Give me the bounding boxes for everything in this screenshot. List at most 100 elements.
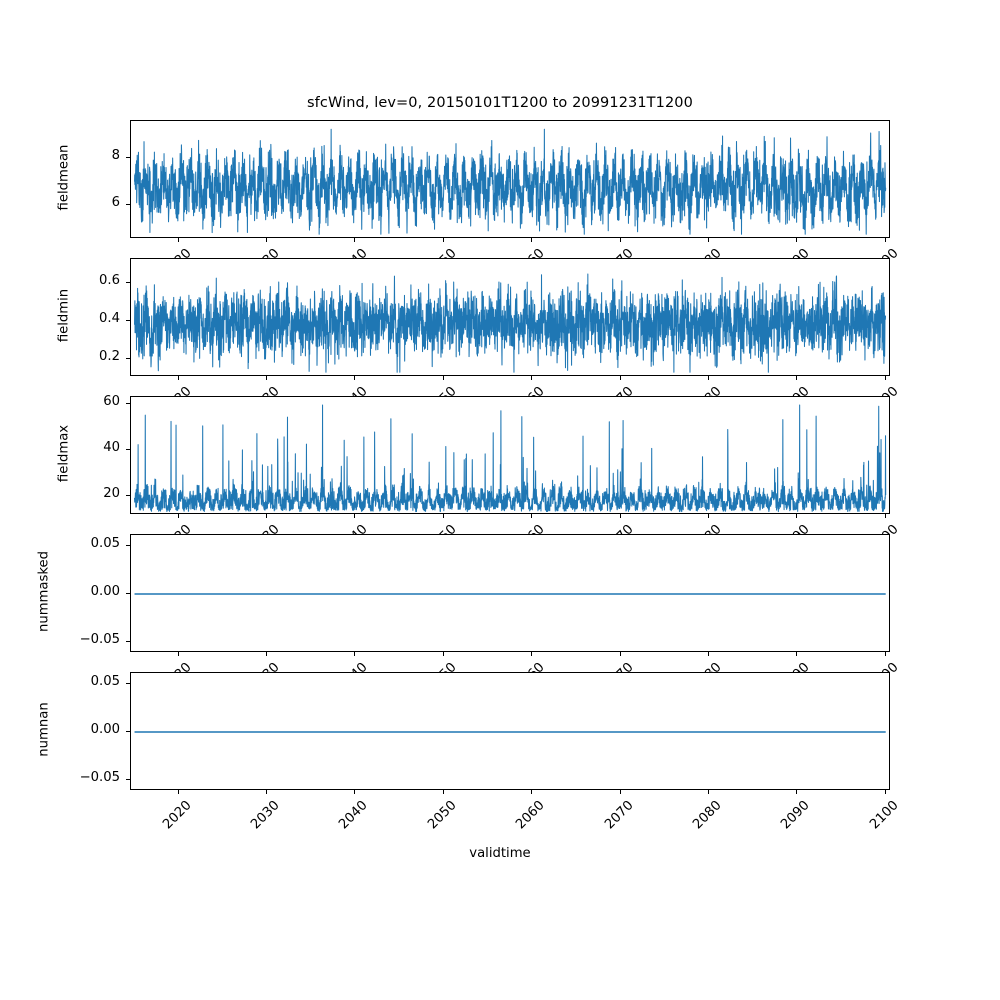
y-tick-mark [126,593,130,594]
y-tick-label: 6 [111,194,120,210]
x-tick-mark [443,238,444,242]
x-tick-mark [796,376,797,380]
plot-panel-fieldmax [130,396,890,514]
x-tick-mark [266,376,267,380]
y-tick-mark [126,320,130,321]
plot-line-fieldmax [134,404,887,513]
plot-panel-fieldmean [130,120,890,238]
x-tick-mark [708,790,709,794]
y-tick-mark [126,358,130,359]
x-tick-label: 2020 [71,246,194,258]
y-tick-mark [126,282,130,283]
x-tick-mark [708,238,709,242]
figure-title: sfcWind, lev=0, 20150101T1200 to 2099123… [307,95,693,111]
x-tick-label: 2020 [71,522,194,534]
x-tick-mark [531,514,532,518]
y-axis-label-fieldmin: fieldmin [56,288,72,343]
y-tick-mark [126,731,130,732]
x-tick-mark [178,376,179,380]
plot-panel-numnan [130,672,890,790]
y-tick-label: 20 [103,485,120,501]
x-tick-mark [620,790,621,794]
y-axis-label-nummasked: nummasked [36,551,52,633]
y-tick-label: −0.05 [79,769,120,785]
x-tick-mark [708,514,709,518]
plot-line-fieldmin [134,273,887,373]
y-tick-mark [126,449,130,450]
x-tick-mark [796,652,797,656]
plot-line-numnan [133,731,887,733]
x-tick-mark [885,514,886,518]
x-tick-mark [885,376,886,380]
x-tick-mark [178,790,179,794]
y-tick-label: 40 [103,439,120,455]
x-tick-mark [885,652,886,656]
x-tick-mark [354,376,355,380]
y-axis-label-numnan: numnan [36,702,52,757]
x-tick-mark [885,790,886,794]
x-tick-label: 2020 [71,660,194,672]
y-tick-label: 0.05 [90,536,120,552]
x-axis-label: validtime [469,846,531,861]
x-tick-mark [266,514,267,518]
x-tick-mark [354,790,355,794]
plot-line-nummasked [133,593,887,595]
y-tick-mark [126,641,130,642]
y-axis-label-fieldmean: fieldmean [56,144,72,211]
x-tick-mark [708,652,709,656]
y-tick-label: 60 [103,393,120,409]
y-tick-label: 0.2 [99,348,120,364]
x-tick-mark [708,376,709,380]
y-tick-mark [126,204,130,205]
x-tick-mark [178,238,179,242]
y-tick-mark [126,157,130,158]
x-tick-mark [266,238,267,242]
x-tick-mark [620,652,621,656]
plot-line-fieldmean [134,128,887,235]
y-tick-label: 0.6 [99,272,120,288]
x-tick-mark [531,376,532,380]
x-tick-mark [796,790,797,794]
x-tick-mark [531,790,532,794]
y-tick-mark [126,495,130,496]
x-tick-mark [443,376,444,380]
x-tick-mark [885,238,886,242]
y-tick-label: 0.00 [90,722,120,737]
x-tick-mark [266,652,267,656]
y-tick-mark [126,779,130,780]
x-tick-mark [620,514,621,518]
y-tick-label: −0.05 [79,631,120,647]
x-tick-mark [354,238,355,242]
x-tick-label: 2020 [159,798,195,833]
y-tick-label: 0.05 [90,674,120,690]
x-tick-mark [443,652,444,656]
plot-panel-fieldmin [130,258,890,376]
x-tick-mark [443,790,444,794]
x-tick-mark [620,376,621,380]
y-tick-mark [126,403,130,404]
x-tick-mark [178,514,179,518]
x-tick-mark [443,514,444,518]
y-tick-mark [126,545,130,546]
y-axis-label-fieldmax: fieldmax [56,424,72,483]
x-tick-mark [796,238,797,242]
x-tick-mark [531,238,532,242]
x-tick-mark [354,652,355,656]
x-tick-mark [178,652,179,656]
y-tick-label: 0.00 [90,584,120,599]
y-tick-mark [126,683,130,684]
y-tick-label: 8 [111,147,120,163]
y-tick-label: 0.4 [99,310,120,326]
x-tick-mark [531,652,532,656]
x-tick-mark [796,514,797,518]
x-tick-mark [266,790,267,794]
plot-panel-nummasked [130,534,890,652]
x-tick-mark [620,238,621,242]
x-tick-mark [354,514,355,518]
